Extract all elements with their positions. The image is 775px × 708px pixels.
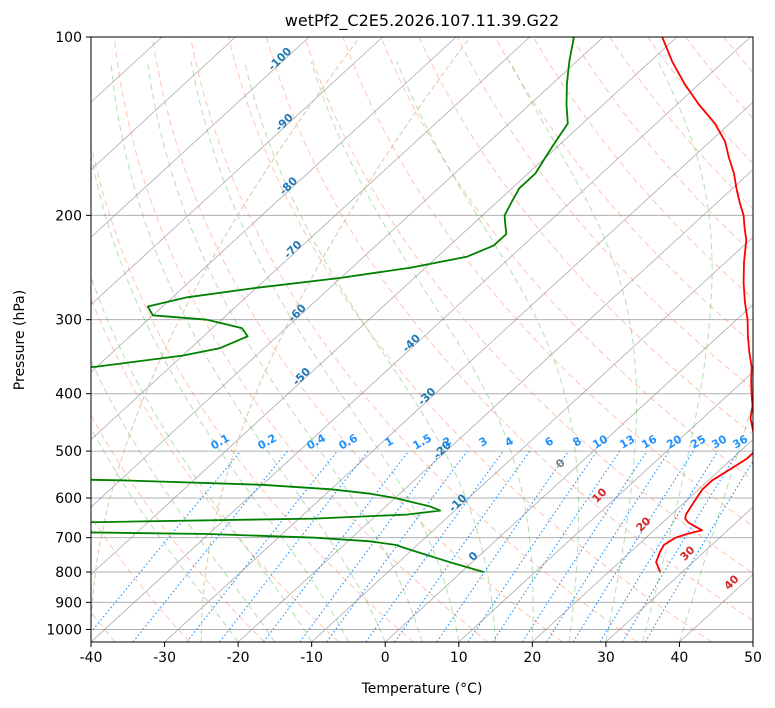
y-tick-label: 100 <box>55 30 82 46</box>
y-tick-label: 600 <box>55 491 82 507</box>
y-tick-label: 800 <box>55 565 82 581</box>
moist-adiabat-line <box>190 61 460 642</box>
mixing-ratio-line <box>219 450 369 642</box>
x-axis-title: Temperature (°C) <box>361 681 483 697</box>
moist-adiabat-line <box>243 61 497 642</box>
y-tick-label: 1000 <box>46 622 82 638</box>
moist-adiabat-line <box>396 61 580 642</box>
lcl-curve <box>200 37 471 642</box>
isotherm-line <box>91 37 531 441</box>
y-tick-label: 500 <box>55 444 82 460</box>
moist-adiabat-line <box>110 61 386 642</box>
mixing-ratio-line <box>522 450 648 642</box>
x-tick-label: 0 <box>381 650 390 666</box>
moist-adiabat-line <box>310 61 534 642</box>
moist-adiabat-line <box>91 427 239 642</box>
x-tick-label: -30 <box>153 650 176 666</box>
x-tick-label: -20 <box>227 650 250 666</box>
isotherm-line <box>91 37 604 508</box>
moist-adiabat-line <box>678 400 753 642</box>
isotherm-line <box>91 37 457 373</box>
dry-adiabat-line <box>151 37 563 642</box>
isotherm-line <box>532 439 753 642</box>
dry-adiabat-line <box>571 37 753 255</box>
isotherm-line <box>91 37 236 171</box>
isotherm-line <box>91 37 751 642</box>
x-tick-label: -40 <box>80 650 103 666</box>
isotherm-line <box>458 371 753 642</box>
dry-adiabat-line <box>456 37 753 390</box>
moist-adiabat-line <box>91 275 313 642</box>
moist-adiabat-line <box>642 61 713 642</box>
dry-adiabat-line <box>91 297 340 642</box>
isotherm-line <box>237 169 753 642</box>
dry-adiabat-line <box>91 516 191 642</box>
isotherm-line <box>605 506 753 642</box>
y-tick-label: 900 <box>55 595 82 611</box>
dry-adiabat-line <box>266 37 753 622</box>
mixing-ratio-line <box>572 450 694 642</box>
y-tick-label: 200 <box>55 208 82 224</box>
axis-ticks: -40 -30 -20 -10 0 10 20 30 40 50 100 200 300 400 500 60… <box>46 30 762 666</box>
dry-adiabat-line <box>647 37 753 165</box>
dry-adiabat-line <box>418 37 753 435</box>
y-tick-label: 300 <box>55 313 82 329</box>
moist-adiabat-line <box>91 359 276 642</box>
mixing-ratio-line <box>132 450 288 642</box>
x-tick-label: 20 <box>523 650 541 666</box>
isotherm-line <box>311 236 753 642</box>
mixing-ratio-line <box>436 450 570 642</box>
lcl-curve <box>91 37 361 642</box>
isotherm-line <box>384 304 753 642</box>
mixing-ratio-line <box>365 450 504 642</box>
y-tick-label: 400 <box>55 387 82 403</box>
isotherm-line <box>91 37 678 576</box>
dry-adiabat-line <box>304 37 753 574</box>
plot-frame <box>90 36 754 643</box>
mixing-ratio-line <box>546 450 670 642</box>
moist-adiabat-line <box>509 61 638 642</box>
y-tick-label: 700 <box>55 531 82 547</box>
dry-adiabat-line <box>91 413 265 642</box>
background-lines <box>91 37 753 642</box>
mixing-ratio-line <box>326 450 468 642</box>
dry-adiabat-line <box>91 142 414 642</box>
mixing-ratio-line <box>599 450 719 642</box>
chart-title: wetPf2_C2E5.2026.107.11.39.G22 <box>285 11 559 31</box>
mixing-ratio-line <box>186 450 338 642</box>
x-tick-label: -10 <box>300 650 323 666</box>
mixing-ratio-line <box>622 450 740 642</box>
x-tick-label: 10 <box>450 650 468 666</box>
moist-adiabat-line <box>91 152 349 642</box>
dry-adiabat-line <box>342 37 753 527</box>
isotherm-line <box>91 37 310 238</box>
x-tick-label: 40 <box>671 650 689 666</box>
dry-adiabat-line <box>380 37 753 481</box>
isotherm-line <box>164 101 753 642</box>
dry-adiabat-line <box>190 37 638 642</box>
x-tick-label: 50 <box>744 650 762 666</box>
moist-adiabat-line <box>147 61 423 642</box>
isotherm-line <box>91 37 383 306</box>
dry-adiabat-line <box>228 37 713 642</box>
dewpoint-profile-line <box>91 37 575 573</box>
mixing-ratio-line <box>644 460 753 642</box>
mixing-ratio-line <box>91 450 242 633</box>
mixing-ratio-line <box>394 450 531 642</box>
y-axis-title: Pressure (hPa) <box>12 290 28 390</box>
x-tick-label: 30 <box>597 650 615 666</box>
